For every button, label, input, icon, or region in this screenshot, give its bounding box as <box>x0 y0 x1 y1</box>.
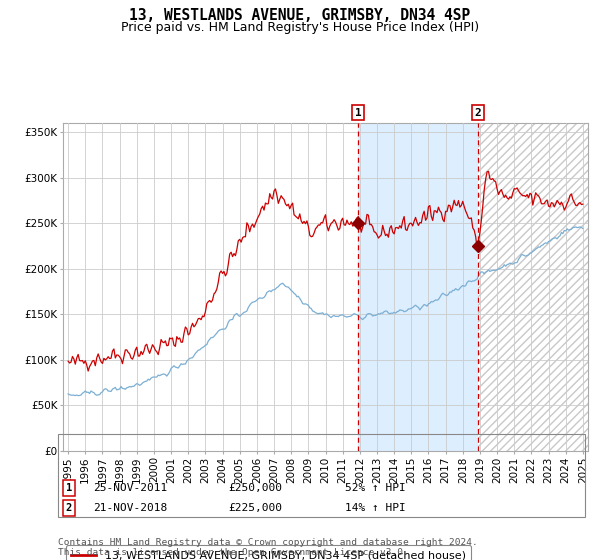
Text: £225,000: £225,000 <box>228 503 282 513</box>
Text: 1: 1 <box>355 108 361 118</box>
Text: Price paid vs. HM Land Registry's House Price Index (HPI): Price paid vs. HM Land Registry's House … <box>121 21 479 34</box>
Text: 1: 1 <box>66 483 72 493</box>
Text: 52% ↑ HPI: 52% ↑ HPI <box>345 483 406 493</box>
Text: 21-NOV-2018: 21-NOV-2018 <box>93 503 167 513</box>
Text: Contains HM Land Registry data © Crown copyright and database right 2024.
This d: Contains HM Land Registry data © Crown c… <box>58 538 478 557</box>
Text: 2: 2 <box>475 108 482 118</box>
Text: 2: 2 <box>66 503 72 513</box>
Text: 25-NOV-2011: 25-NOV-2011 <box>93 483 167 493</box>
Bar <box>478 123 588 451</box>
Legend: 13, WESTLANDS AVENUE, GRIMSBY, DN34 4SP (detached house), HPI: Average price, de: 13, WESTLANDS AVENUE, GRIMSBY, DN34 4SP … <box>66 545 472 560</box>
Bar <box>358 123 478 451</box>
Text: 13, WESTLANDS AVENUE, GRIMSBY, DN34 4SP: 13, WESTLANDS AVENUE, GRIMSBY, DN34 4SP <box>130 8 470 24</box>
Text: £250,000: £250,000 <box>228 483 282 493</box>
Text: 14% ↑ HPI: 14% ↑ HPI <box>345 503 406 513</box>
